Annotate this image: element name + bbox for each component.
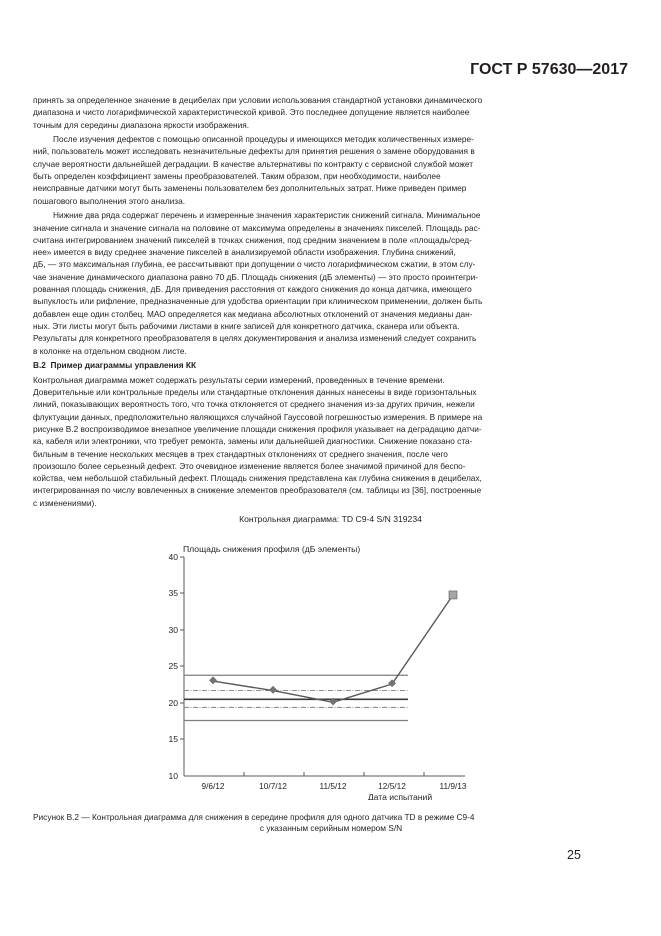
svg-text:15: 15 <box>168 734 178 744</box>
svg-text:10: 10 <box>168 771 178 781</box>
svg-text:9/6/12: 9/6/12 <box>201 781 224 791</box>
svg-text:12/5/12: 12/5/12 <box>378 781 406 791</box>
svg-text:40: 40 <box>168 552 178 562</box>
svg-text:11/5/12: 11/5/12 <box>319 781 346 791</box>
svg-text:11/9/13: 11/9/13 <box>439 781 466 791</box>
svg-text:35: 35 <box>168 588 178 598</box>
svg-text:25: 25 <box>168 661 178 671</box>
svg-text:20: 20 <box>168 698 178 708</box>
svg-text:30: 30 <box>168 625 178 635</box>
svg-text:10/7/12: 10/7/12 <box>259 781 287 791</box>
svg-text:Площадь снижения профиля (дБ э: Площадь снижения профиля (дБ элементы) <box>183 544 360 554</box>
svg-text:Дата испытаний: Дата испытаний <box>368 792 433 800</box>
